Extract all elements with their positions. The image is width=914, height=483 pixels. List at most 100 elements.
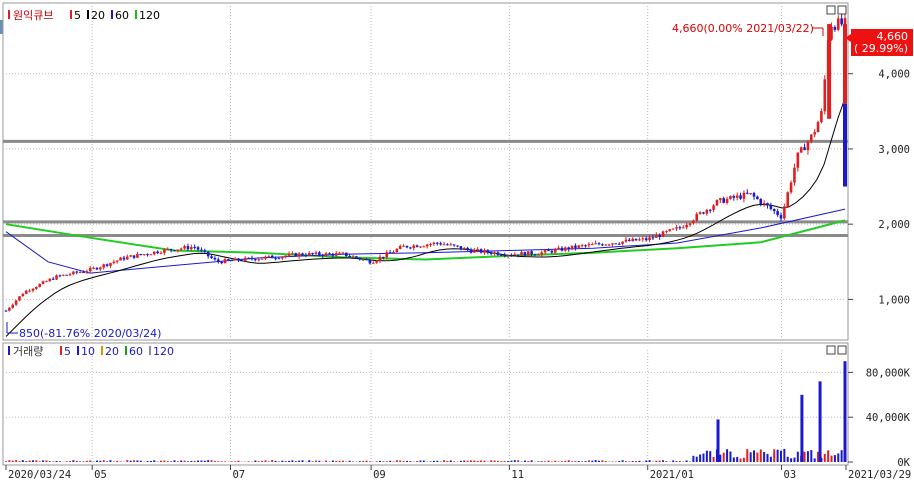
candle-body xyxy=(206,251,210,257)
candle-body xyxy=(4,310,8,312)
volume-close-icon[interactable] xyxy=(837,345,847,355)
volume-bar xyxy=(621,460,624,462)
volume-bar xyxy=(500,461,503,462)
volume-bar xyxy=(712,456,715,462)
candle-body xyxy=(722,198,725,203)
minimize-icon[interactable] xyxy=(826,5,836,15)
volume-bar xyxy=(136,460,139,462)
candle-body xyxy=(18,296,21,301)
candle-body xyxy=(766,203,769,206)
x-tick-label: 2020/03/24 xyxy=(8,469,71,481)
current-change: ( 29.99%) xyxy=(854,42,908,55)
volume-bar xyxy=(483,460,486,462)
candle-body xyxy=(459,246,463,250)
volume-minimize-icon[interactable] xyxy=(826,345,836,355)
volume-bar xyxy=(133,460,136,462)
candle-body xyxy=(601,244,604,246)
legend-item-label: 10 xyxy=(81,345,95,358)
volume-bar xyxy=(547,460,550,462)
candle-body xyxy=(793,167,796,183)
candle-body xyxy=(321,254,325,256)
volume-bar xyxy=(786,456,789,462)
candle-body xyxy=(179,248,183,250)
volume-bar xyxy=(453,461,456,462)
volume-bar xyxy=(739,458,742,462)
volume-bar xyxy=(385,461,388,462)
close-icon[interactable] xyxy=(837,5,847,15)
price-panel xyxy=(2,2,849,341)
candle-body xyxy=(45,281,48,283)
volume-bar xyxy=(416,461,419,462)
volume-bar xyxy=(567,460,570,462)
volume-bar xyxy=(176,461,179,462)
candle-body xyxy=(783,206,786,219)
volume-bar xyxy=(692,455,695,462)
volume-bar xyxy=(257,461,260,462)
candle-body xyxy=(409,247,412,249)
candle-body xyxy=(324,253,328,256)
candle-body xyxy=(469,249,473,253)
candle-body xyxy=(543,250,547,253)
volume-bar xyxy=(813,458,816,462)
candle-body xyxy=(75,271,79,273)
candle-body xyxy=(301,253,304,256)
volume-bar xyxy=(58,461,61,462)
candle-body xyxy=(668,229,672,232)
candle-body xyxy=(95,267,99,270)
candle-body xyxy=(311,253,314,255)
candle-body xyxy=(432,242,436,245)
volume-bar xyxy=(517,460,520,462)
candle-body xyxy=(233,258,237,261)
legend-price-items: 5 20 60 120 xyxy=(70,9,160,22)
candle-body xyxy=(796,152,800,168)
volume-bar xyxy=(379,460,382,462)
grid-lines xyxy=(6,6,845,462)
legend-item-label: 60 xyxy=(115,9,129,22)
candle-body xyxy=(51,278,55,280)
candle-body xyxy=(216,259,220,262)
candle-body xyxy=(136,253,139,258)
candle-body xyxy=(230,260,234,262)
candle-body xyxy=(260,258,264,260)
candle-body xyxy=(341,252,345,254)
candle-body xyxy=(132,255,136,258)
volume-bar xyxy=(817,451,820,462)
candle-body xyxy=(489,252,493,254)
candle-body xyxy=(24,290,28,294)
volume-bar xyxy=(18,461,21,462)
legend-item-label: 60 xyxy=(129,345,143,358)
candle-body xyxy=(156,251,159,254)
volume-bar xyxy=(45,460,48,462)
volume-bar xyxy=(557,461,560,462)
volume-bar xyxy=(796,451,799,462)
candle-body xyxy=(142,254,146,256)
candle-body xyxy=(176,249,180,251)
candle-body xyxy=(621,241,624,244)
candle-body xyxy=(119,257,122,261)
volume-spike xyxy=(818,381,822,462)
volume-bar xyxy=(65,461,68,462)
volume-bar xyxy=(783,448,786,462)
candle-body xyxy=(112,261,116,264)
volume-bar xyxy=(237,460,240,462)
volume-bar xyxy=(224,461,227,462)
candle-body xyxy=(776,211,779,216)
volume-bar xyxy=(308,460,311,462)
volume-bar xyxy=(247,461,250,462)
volume-bar xyxy=(658,460,661,462)
candle-body xyxy=(291,253,294,255)
volume-bar xyxy=(311,461,314,462)
candle-body xyxy=(85,271,89,273)
volume-bar xyxy=(544,461,547,462)
candle-body xyxy=(190,247,193,250)
candle-body xyxy=(806,141,810,151)
candle-body xyxy=(355,256,358,258)
legend-item-label: 20 xyxy=(91,9,105,22)
candle-body xyxy=(840,18,843,25)
candle-body xyxy=(442,244,446,246)
volume-bar xyxy=(510,460,513,462)
candle-body xyxy=(587,244,591,246)
volume-bar xyxy=(830,455,833,462)
volume-bar xyxy=(685,460,688,462)
volume-bar xyxy=(405,460,408,462)
